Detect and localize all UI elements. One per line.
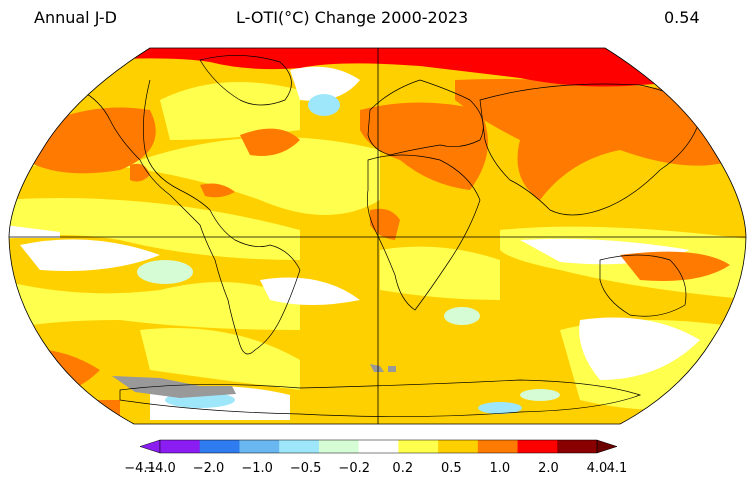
coastline-africa	[366, 154, 481, 311]
map-border	[8, 47, 747, 425]
coastline-greenland	[199, 55, 292, 106]
field-n-atlantic-cold-blob	[308, 94, 340, 116]
coastline-americas	[79, 79, 301, 355]
colorbar-segment	[517, 440, 558, 453]
field-greenland-yellow	[160, 82, 300, 140]
colorbar-tick-label: −2.0	[192, 461, 225, 476]
colorbar-segment	[199, 440, 240, 453]
field-caribbean-orange	[200, 183, 235, 198]
field-east-antarctic-blue	[478, 402, 522, 414]
colorbar-segment	[358, 440, 399, 453]
colorbar-segment	[239, 440, 280, 453]
colorbar-segment	[557, 440, 598, 453]
map-title: L-OTI(°C) Change 2000-2023	[236, 8, 469, 27]
colorbar-segment	[318, 440, 359, 453]
field-south-pacific-yellow2	[140, 328, 300, 390]
colorbar-segment	[398, 440, 439, 453]
field-south-indian-white	[579, 317, 700, 380]
field-equator-white	[9, 225, 60, 238]
colorbar-frame	[159, 439, 598, 454]
field-baffin-white	[290, 66, 360, 101]
colorbar-tick-label: 2.0	[538, 461, 559, 476]
colorbar-tick-label: 0.2	[392, 461, 414, 476]
global-mean-value: 0.54	[664, 8, 700, 27]
colorbar-segment	[438, 440, 479, 453]
field-s-atlantic-green	[444, 307, 480, 325]
colorbar-under-arrow	[139, 439, 161, 454]
field-south-atlantic-yellow	[380, 246, 500, 300]
colorbar-segment	[160, 440, 201, 453]
field-n-atlantic-yellow	[9, 137, 380, 215]
coastline-asia	[479, 83, 701, 216]
field-arctic-red	[100, 48, 746, 92]
coastline-australia	[599, 254, 687, 317]
field-pacific-white	[20, 239, 160, 271]
missing-data-antarctic-peninsula	[112, 376, 236, 398]
colorbar-segment	[279, 440, 320, 453]
colorbar-tick-label: 0.5	[440, 461, 462, 476]
field-europe-orange	[360, 102, 488, 190]
field-w-africa-orange	[370, 208, 400, 240]
colorbar-tick-label: 4.1	[606, 461, 628, 476]
field-se-pacific-white	[260, 277, 360, 305]
colorbar-tick-label: −0.5	[289, 461, 322, 476]
colorbar-tick-label: 4.0	[586, 461, 608, 476]
period-label: Annual J-D	[34, 8, 117, 27]
colorbar-tick-label: −0.2	[338, 461, 371, 476]
field-tropical-pacific-yellow	[9, 198, 300, 260]
missing-data-island-2	[388, 366, 396, 372]
field-pacific-green	[137, 260, 193, 284]
colorbar-over-arrow	[596, 439, 618, 454]
coastlines	[79, 55, 701, 417]
field-ne-canada-orange	[240, 128, 300, 156]
field-antarctic-green	[520, 389, 560, 401]
field-s-pacific-orange	[620, 251, 730, 281]
colorbar-segments	[139, 439, 618, 454]
colorbar-segment	[477, 440, 518, 453]
missing-data-island-1	[370, 364, 384, 372]
colorbar-tick-label: −4.0	[144, 461, 176, 476]
colorbar-tick-label: −4.1	[124, 461, 156, 476]
colorbar-tick-label: 1.0	[489, 461, 511, 476]
coastline-europe	[367, 79, 484, 156]
field-siberia-orange	[455, 79, 735, 200]
colorbar-tick-label: −1.0	[241, 461, 273, 476]
coastline-antarctica	[119, 379, 642, 417]
